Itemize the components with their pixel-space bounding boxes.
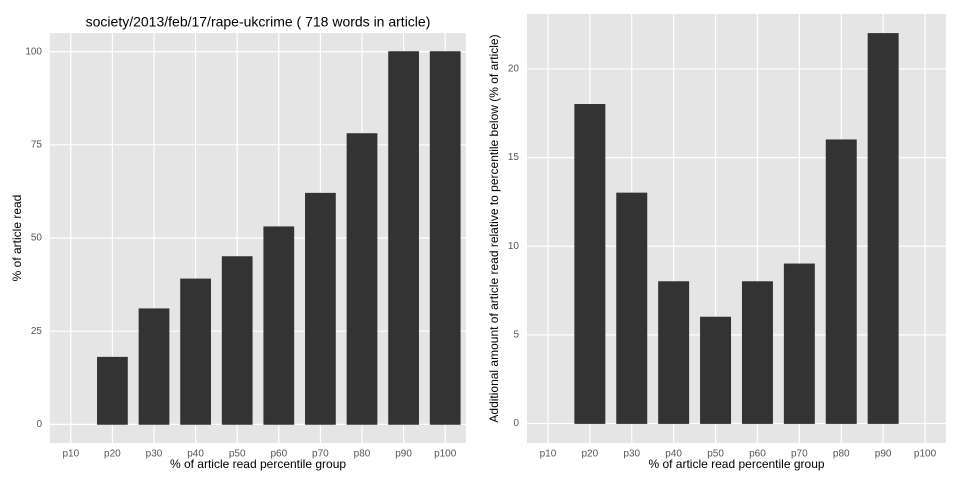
bar — [616, 192, 648, 424]
x-tick-label: p20 — [104, 449, 121, 460]
bar — [700, 316, 732, 424]
x-tick-label: p40 — [665, 449, 682, 460]
y-axis-label: Additional amount of article read relati… — [487, 34, 501, 422]
bar — [658, 281, 690, 424]
y-axis-label: % of article read — [10, 195, 24, 282]
bar — [429, 51, 461, 425]
y-tick-label: 10 — [508, 241, 520, 252]
x-tick-label: p50 — [707, 449, 724, 460]
x-tick-label: p100 — [434, 449, 457, 460]
x-tick-label: p60 — [749, 449, 766, 460]
chart-title: society/2013/feb/17/rape-ukcrime ( 718 w… — [86, 14, 431, 30]
bar — [221, 256, 253, 425]
bar — [305, 192, 336, 425]
x-axis-label: % of article read percentile group — [648, 457, 824, 471]
x-tick-label: p30 — [623, 449, 640, 460]
x-tick-label: p100 — [914, 449, 937, 460]
bar — [867, 33, 899, 424]
x-tick-label: p50 — [229, 449, 246, 460]
y-tick-label: 75 — [31, 139, 43, 150]
y-tick-label: 20 — [508, 64, 520, 75]
bar — [138, 308, 170, 425]
y-tick-label: 50 — [31, 233, 43, 244]
x-tick-label: p80 — [354, 449, 371, 460]
x-tick-label: p60 — [270, 449, 287, 460]
x-tick-label: p80 — [833, 449, 850, 460]
x-tick-label: p20 — [582, 449, 599, 460]
x-tick-label: p10 — [540, 449, 557, 460]
x-tick-label: p90 — [875, 449, 892, 460]
x-tick-label: p70 — [312, 449, 329, 460]
bar — [741, 281, 773, 424]
x-axis-label: % of article read percentile group — [170, 457, 346, 471]
x-tick-label: p30 — [146, 449, 163, 460]
x-tick-label: p10 — [62, 449, 79, 460]
y-tick-label: 0 — [513, 418, 519, 429]
x-tick-label: p40 — [187, 449, 204, 460]
y-tick-label: 5 — [513, 330, 519, 341]
bar — [574, 104, 606, 424]
y-tick-label: 100 — [25, 46, 42, 57]
bar — [263, 226, 295, 425]
y-tick-label: 25 — [31, 326, 43, 337]
bar — [180, 278, 211, 425]
y-tick-label: 15 — [508, 152, 520, 163]
x-tick-label: p90 — [395, 449, 412, 460]
bar — [346, 133, 378, 425]
bar — [825, 139, 857, 424]
bar — [783, 263, 815, 424]
bar — [388, 51, 419, 425]
x-tick-label: p70 — [791, 449, 808, 460]
y-tick-label: 0 — [36, 419, 42, 430]
bar — [97, 356, 128, 425]
